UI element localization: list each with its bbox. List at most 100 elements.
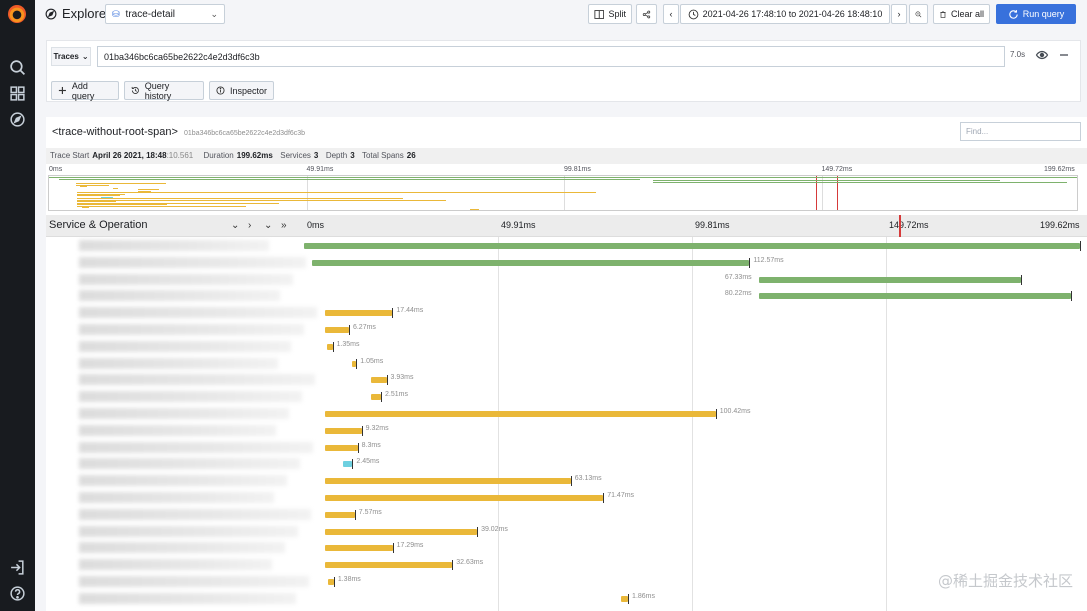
span-row[interactable]: 2.51ms xyxy=(46,388,1087,405)
grafana-logo-icon[interactable] xyxy=(8,5,26,23)
query-duration: 7.0s xyxy=(1010,50,1026,59)
span-bar[interactable] xyxy=(325,509,356,520)
minimap-tick-label: 49.91ms xyxy=(306,166,334,173)
datasource-picker[interactable]: ⛁ trace-detail ⌄ xyxy=(105,4,225,24)
trace-title[interactable]: <trace-without-root-span> 01ba346bc6ca65… xyxy=(52,126,305,138)
trace-id: 01ba346bc6ca65be2622c4e2d3df6c3b xyxy=(184,130,306,137)
minimap-span xyxy=(77,192,596,193)
span-bar[interactable] xyxy=(327,341,334,352)
span-bar[interactable] xyxy=(371,375,388,386)
span-row[interactable]: 8.3ms xyxy=(46,439,1087,456)
span-row[interactable]: 80.22ms xyxy=(46,287,1087,304)
clear-all-button[interactable]: Clear all xyxy=(933,4,990,24)
span-bar[interactable] xyxy=(342,459,354,470)
span-bar[interactable] xyxy=(371,392,382,403)
time-back-button[interactable]: ‹ xyxy=(663,4,679,24)
span-duration-label: 71.47ms xyxy=(607,492,635,499)
span-bar[interactable] xyxy=(304,241,1081,251)
explore-compass-icon[interactable] xyxy=(9,111,26,128)
span-bar[interactable] xyxy=(352,358,358,369)
span-duration-label: 63.13ms xyxy=(574,475,602,483)
span-row[interactable]: 1.05ms xyxy=(46,355,1087,372)
minimap-span xyxy=(112,187,119,189)
run-query-button[interactable]: Run query xyxy=(996,4,1076,24)
span-duration-label: 1.86ms xyxy=(632,592,656,600)
expand-one-icon[interactable]: › xyxy=(248,220,252,231)
minimap-span xyxy=(77,202,279,204)
sign-in-icon[interactable] xyxy=(9,559,26,576)
minimap-canvas[interactable] xyxy=(48,175,1078,211)
minimap-span xyxy=(77,195,121,196)
span-row[interactable]: 7.57ms xyxy=(46,506,1087,523)
zoom-out-button[interactable] xyxy=(909,4,928,24)
span-row[interactable]: 2.45ms xyxy=(46,455,1087,472)
time-range-picker[interactable]: 2021-04-26 17:48:10 to 2021-04-26 18:48:… xyxy=(680,4,890,24)
query-type-select[interactable]: Traces ⌄ xyxy=(51,47,91,66)
span-row[interactable]: 6.27ms xyxy=(46,321,1087,338)
span-bar[interactable] xyxy=(324,325,350,335)
dashboards-icon[interactable] xyxy=(9,85,26,102)
trace-id-input[interactable]: 01ba346bc6ca65be2622c4e2d3df6c3b xyxy=(97,46,1005,67)
watermark: @稀土掘金技术社区 xyxy=(937,572,1073,590)
span-duration-label: 3.93ms xyxy=(390,374,414,382)
span-row[interactable]: 1.35ms xyxy=(46,338,1087,355)
span-row[interactable]: 1.86ms xyxy=(46,590,1087,607)
share-button[interactable] xyxy=(636,4,657,24)
span-row[interactable]: 39.02ms xyxy=(46,523,1087,540)
span-bar[interactable] xyxy=(324,308,394,319)
span-row[interactable]: 71.47ms xyxy=(46,489,1087,506)
find-input[interactable]: Find... xyxy=(960,122,1081,141)
history-icon xyxy=(131,86,139,94)
span-row[interactable]: 32.63ms xyxy=(46,556,1087,573)
help-icon[interactable] xyxy=(9,585,26,602)
span-bar[interactable] xyxy=(311,257,751,268)
span-bar[interactable] xyxy=(325,409,717,419)
minimap-span xyxy=(77,193,126,195)
span-service-name-blurred xyxy=(79,391,302,403)
search-icon[interactable] xyxy=(9,59,26,76)
span-row[interactable]: 112.57ms xyxy=(46,254,1087,271)
trace-minimap[interactable]: 0ms 49.91ms 99.81ms 149.72ms 199.62ms xyxy=(48,166,1078,212)
span-service-name-blurred xyxy=(79,458,300,470)
span-row[interactable]: 9.32ms xyxy=(46,422,1087,439)
span-bar[interactable] xyxy=(758,291,1072,302)
span-duration-label: 8.3ms xyxy=(361,441,381,449)
minimap-tick-label: 199.62ms xyxy=(1044,166,1075,173)
split-button[interactable]: Split xyxy=(588,4,632,24)
minimap-span xyxy=(59,178,641,180)
minimap-tick-label: 149.72ms xyxy=(821,166,853,173)
span-row[interactable]: 100.42ms xyxy=(46,405,1087,422)
span-bar[interactable] xyxy=(325,560,454,571)
span-row[interactable]: 63.13ms xyxy=(46,472,1087,489)
minus-icon[interactable] xyxy=(1057,48,1071,62)
span-bar[interactable] xyxy=(325,442,359,453)
time-forward-button[interactable]: › xyxy=(891,4,907,24)
collapse-all-icon[interactable]: ⌄ xyxy=(264,220,273,231)
collapse-one-icon[interactable]: ⌄ xyxy=(231,220,240,231)
eye-icon[interactable] xyxy=(1035,48,1049,62)
column-header: Service & Operation xyxy=(49,219,148,231)
span-bar[interactable] xyxy=(325,476,572,487)
span-row[interactable]: 3.93ms xyxy=(46,371,1087,388)
span-row[interactable]: 67.33ms xyxy=(46,271,1087,288)
expand-all-icon[interactable]: » xyxy=(281,220,287,231)
inspector-button[interactable]: Inspector xyxy=(209,81,274,100)
span-bar[interactable] xyxy=(325,526,479,537)
span-row[interactable]: 17.44ms xyxy=(46,304,1087,321)
span-bar[interactable] xyxy=(325,493,605,503)
grid-line xyxy=(886,237,887,611)
span-bar[interactable] xyxy=(328,577,335,587)
add-query-button[interactable]: Add query xyxy=(51,81,119,101)
span-bar[interactable] xyxy=(620,593,630,604)
span-duration-label: 2.51ms xyxy=(385,391,408,399)
span-row[interactable] xyxy=(46,237,1087,254)
span-duration-label: 67.33ms xyxy=(724,273,752,281)
span-bar[interactable] xyxy=(325,543,394,554)
span-service-name-blurred xyxy=(79,307,317,319)
span-row[interactable]: 1.38ms xyxy=(46,573,1087,590)
span-service-name-blurred xyxy=(79,240,269,251)
span-row[interactable]: 17.29ms xyxy=(46,539,1087,556)
span-bar[interactable] xyxy=(758,274,1022,285)
query-history-button[interactable]: Query history xyxy=(124,81,204,101)
span-bar[interactable] xyxy=(325,425,363,436)
